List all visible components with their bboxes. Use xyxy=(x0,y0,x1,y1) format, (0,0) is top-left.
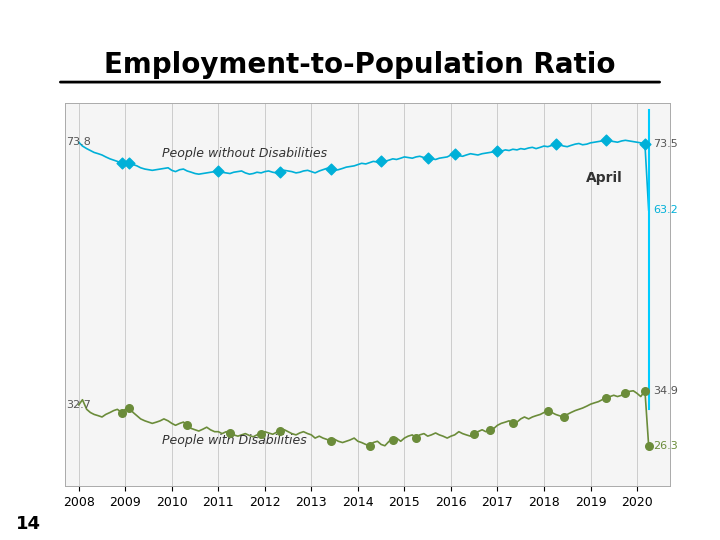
Text: April: April xyxy=(586,172,623,185)
Text: Employment-to-Population Ratio: Employment-to-Population Ratio xyxy=(104,51,616,79)
Point xyxy=(600,394,611,402)
Point xyxy=(639,140,651,149)
Point xyxy=(422,154,433,163)
Text: 32.7: 32.7 xyxy=(66,400,91,410)
Text: People without Disabilities: People without Disabilities xyxy=(163,147,328,160)
Point xyxy=(449,150,460,159)
Point xyxy=(492,146,503,155)
Text: #nTIDELearn: #nTIDELearn xyxy=(14,17,124,32)
Point xyxy=(542,406,554,415)
Point xyxy=(123,404,135,413)
Point xyxy=(484,426,495,434)
Point xyxy=(325,437,337,445)
Point xyxy=(507,419,518,428)
Point xyxy=(643,441,654,450)
Point xyxy=(123,159,135,167)
Point xyxy=(410,434,422,442)
Point xyxy=(181,421,193,430)
Text: 14: 14 xyxy=(16,515,41,533)
Point xyxy=(375,157,387,165)
Point xyxy=(274,427,286,435)
Point xyxy=(274,167,286,176)
Point xyxy=(256,429,267,438)
Text: 63.2: 63.2 xyxy=(653,205,678,215)
Point xyxy=(364,441,375,450)
Point xyxy=(639,387,651,395)
Text: People with Disabilities: People with Disabilities xyxy=(163,435,307,448)
Point xyxy=(116,408,127,417)
Text: 73.8: 73.8 xyxy=(66,137,91,147)
Point xyxy=(550,140,562,149)
Point xyxy=(558,413,570,421)
Text: 34.9: 34.9 xyxy=(653,386,678,396)
Point xyxy=(212,167,224,176)
Point xyxy=(224,429,235,437)
Point xyxy=(387,436,399,444)
Point xyxy=(469,429,480,438)
Point xyxy=(325,165,337,173)
Point xyxy=(600,136,611,145)
Text: 73.5: 73.5 xyxy=(653,139,678,149)
Point xyxy=(620,389,631,397)
Point xyxy=(116,159,127,167)
Text: 26.3: 26.3 xyxy=(653,441,678,451)
